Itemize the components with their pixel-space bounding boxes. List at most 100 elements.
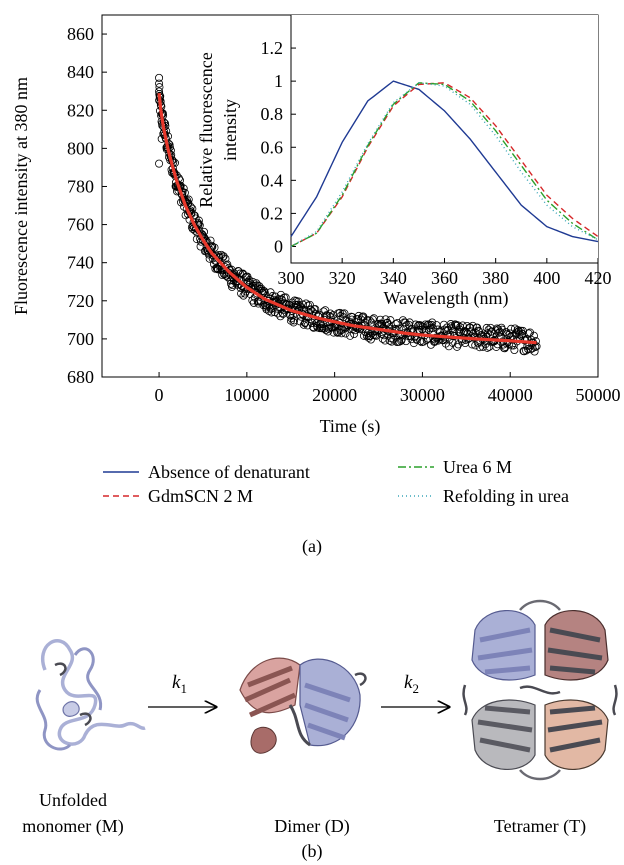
data-marker — [290, 316, 299, 325]
data-marker — [468, 321, 477, 330]
data-marker — [199, 227, 208, 236]
data-marker — [301, 299, 310, 308]
data-marker — [305, 300, 314, 309]
inset-spectra-plot: 300 320 340 360 380 400 420 00.20.40.60.811.2 … — [196, 15, 612, 309]
data-marker — [430, 337, 439, 346]
data-marker — [376, 319, 385, 328]
data-marker — [340, 309, 349, 318]
data-marker — [376, 315, 385, 324]
data-marker — [246, 279, 255, 288]
inset-series — [290, 80, 599, 248]
data-marker — [387, 337, 396, 346]
main-y-axis-label: Fluorescence intensity at 380 nm — [11, 77, 31, 315]
x-tick-label: 0 — [155, 385, 164, 405]
data-marker — [478, 342, 487, 351]
data-marker — [428, 318, 437, 327]
data-marker — [393, 318, 402, 327]
inset-y-tick-label: 0.4 — [261, 170, 284, 190]
data-marker — [155, 83, 164, 92]
data-marker — [532, 342, 541, 351]
y-tick-label: 860 — [67, 24, 94, 44]
dimer-structure-image — [239, 657, 367, 754]
inset-y-tick-label: 1 — [274, 71, 283, 91]
inset-x-tick-label: 420 — [585, 268, 612, 288]
data-marker — [341, 329, 350, 338]
panel-b-label: (b) — [302, 841, 323, 862]
data-marker — [466, 327, 475, 336]
data-marker — [500, 344, 509, 353]
data-marker — [397, 335, 406, 344]
data-marker — [366, 335, 375, 344]
data-marker — [401, 337, 410, 346]
legend-label: GdmSCN 2 M — [148, 486, 253, 506]
inset-series-line — [290, 82, 599, 248]
legend-label: Absence of denaturant — [148, 462, 310, 482]
data-marker — [219, 252, 228, 261]
data-marker — [354, 315, 363, 324]
data-marker — [194, 216, 203, 225]
y-tick-label: 820 — [67, 100, 94, 120]
data-marker — [358, 313, 367, 322]
fit-curve — [157, 92, 537, 345]
data-marker — [260, 289, 269, 298]
data-marker — [402, 321, 411, 330]
data-marker — [264, 306, 273, 315]
data-marker — [518, 329, 527, 338]
data-marker — [306, 305, 315, 314]
data-marker — [386, 316, 395, 325]
y-tick-label: 780 — [67, 176, 94, 196]
y-tick-label: 760 — [67, 215, 94, 235]
data-marker — [471, 341, 480, 350]
x-tick-label: 50000 — [576, 385, 621, 405]
data-marker — [505, 329, 514, 338]
data-marker — [266, 288, 275, 297]
x-tick-label: 30000 — [400, 385, 445, 405]
data-marker — [416, 337, 425, 346]
x-tick-label: 20000 — [312, 385, 357, 405]
data-marker — [391, 319, 400, 328]
inset-x-tick-label: 320 — [329, 268, 356, 288]
monomer-label-line1: Unfolded — [39, 790, 107, 810]
monomer-label-line2: monomer (M) — [22, 816, 123, 837]
data-marker — [249, 298, 258, 307]
monomer-structure-image — [35, 639, 146, 751]
panel-a-label: (a) — [302, 536, 322, 557]
x-tick-label: 40000 — [488, 385, 533, 405]
data-marker — [184, 195, 193, 204]
inset-series-line — [290, 82, 599, 248]
inset-x-tick-label: 400 — [533, 268, 560, 288]
legend: Absence of denaturant GdmSCN 2 M Urea 6 … — [103, 457, 569, 506]
y-tick-label: 680 — [67, 367, 94, 387]
data-marker — [530, 347, 539, 356]
data-marker — [155, 159, 164, 168]
data-marker — [510, 346, 519, 355]
inset-y-tick-label: 0.8 — [261, 104, 284, 124]
y-tick-label: 740 — [67, 253, 94, 273]
legend-item: Refolding in urea — [398, 486, 569, 506]
data-marker — [426, 324, 435, 333]
data-marker — [346, 331, 355, 340]
rate-constant-k1: k1 — [172, 672, 187, 696]
inset-x-axis-label: Wavelength (nm) — [383, 288, 508, 309]
legend-item: Absence of denaturant — [103, 462, 310, 482]
data-marker — [369, 314, 378, 323]
data-marker — [387, 334, 396, 343]
data-marker — [155, 79, 164, 88]
dimer-label: Dimer (D) — [274, 816, 349, 837]
data-marker — [188, 204, 197, 213]
legend-label: Refolding in urea — [443, 486, 569, 506]
inset-y-tick-label: 0.6 — [261, 137, 284, 157]
y-tick-label: 720 — [67, 291, 94, 311]
data-marker — [366, 331, 375, 340]
main-x-axis: 0 10000 20000 30000 40000 50000 — [155, 372, 621, 405]
inset-y-tick-label: 0.2 — [261, 203, 284, 223]
legend-item: GdmSCN 2 M — [103, 486, 253, 506]
data-marker — [155, 73, 164, 82]
inset-y-axis-label-line1: Relative fluorescence — [196, 52, 216, 207]
data-marker — [359, 331, 368, 340]
data-marker — [221, 254, 230, 263]
data-marker — [368, 315, 377, 324]
assembly-scheme: k1 k2 Unfolded monomer (M — [22, 599, 618, 837]
data-marker — [238, 270, 247, 279]
data-marker — [210, 243, 219, 252]
